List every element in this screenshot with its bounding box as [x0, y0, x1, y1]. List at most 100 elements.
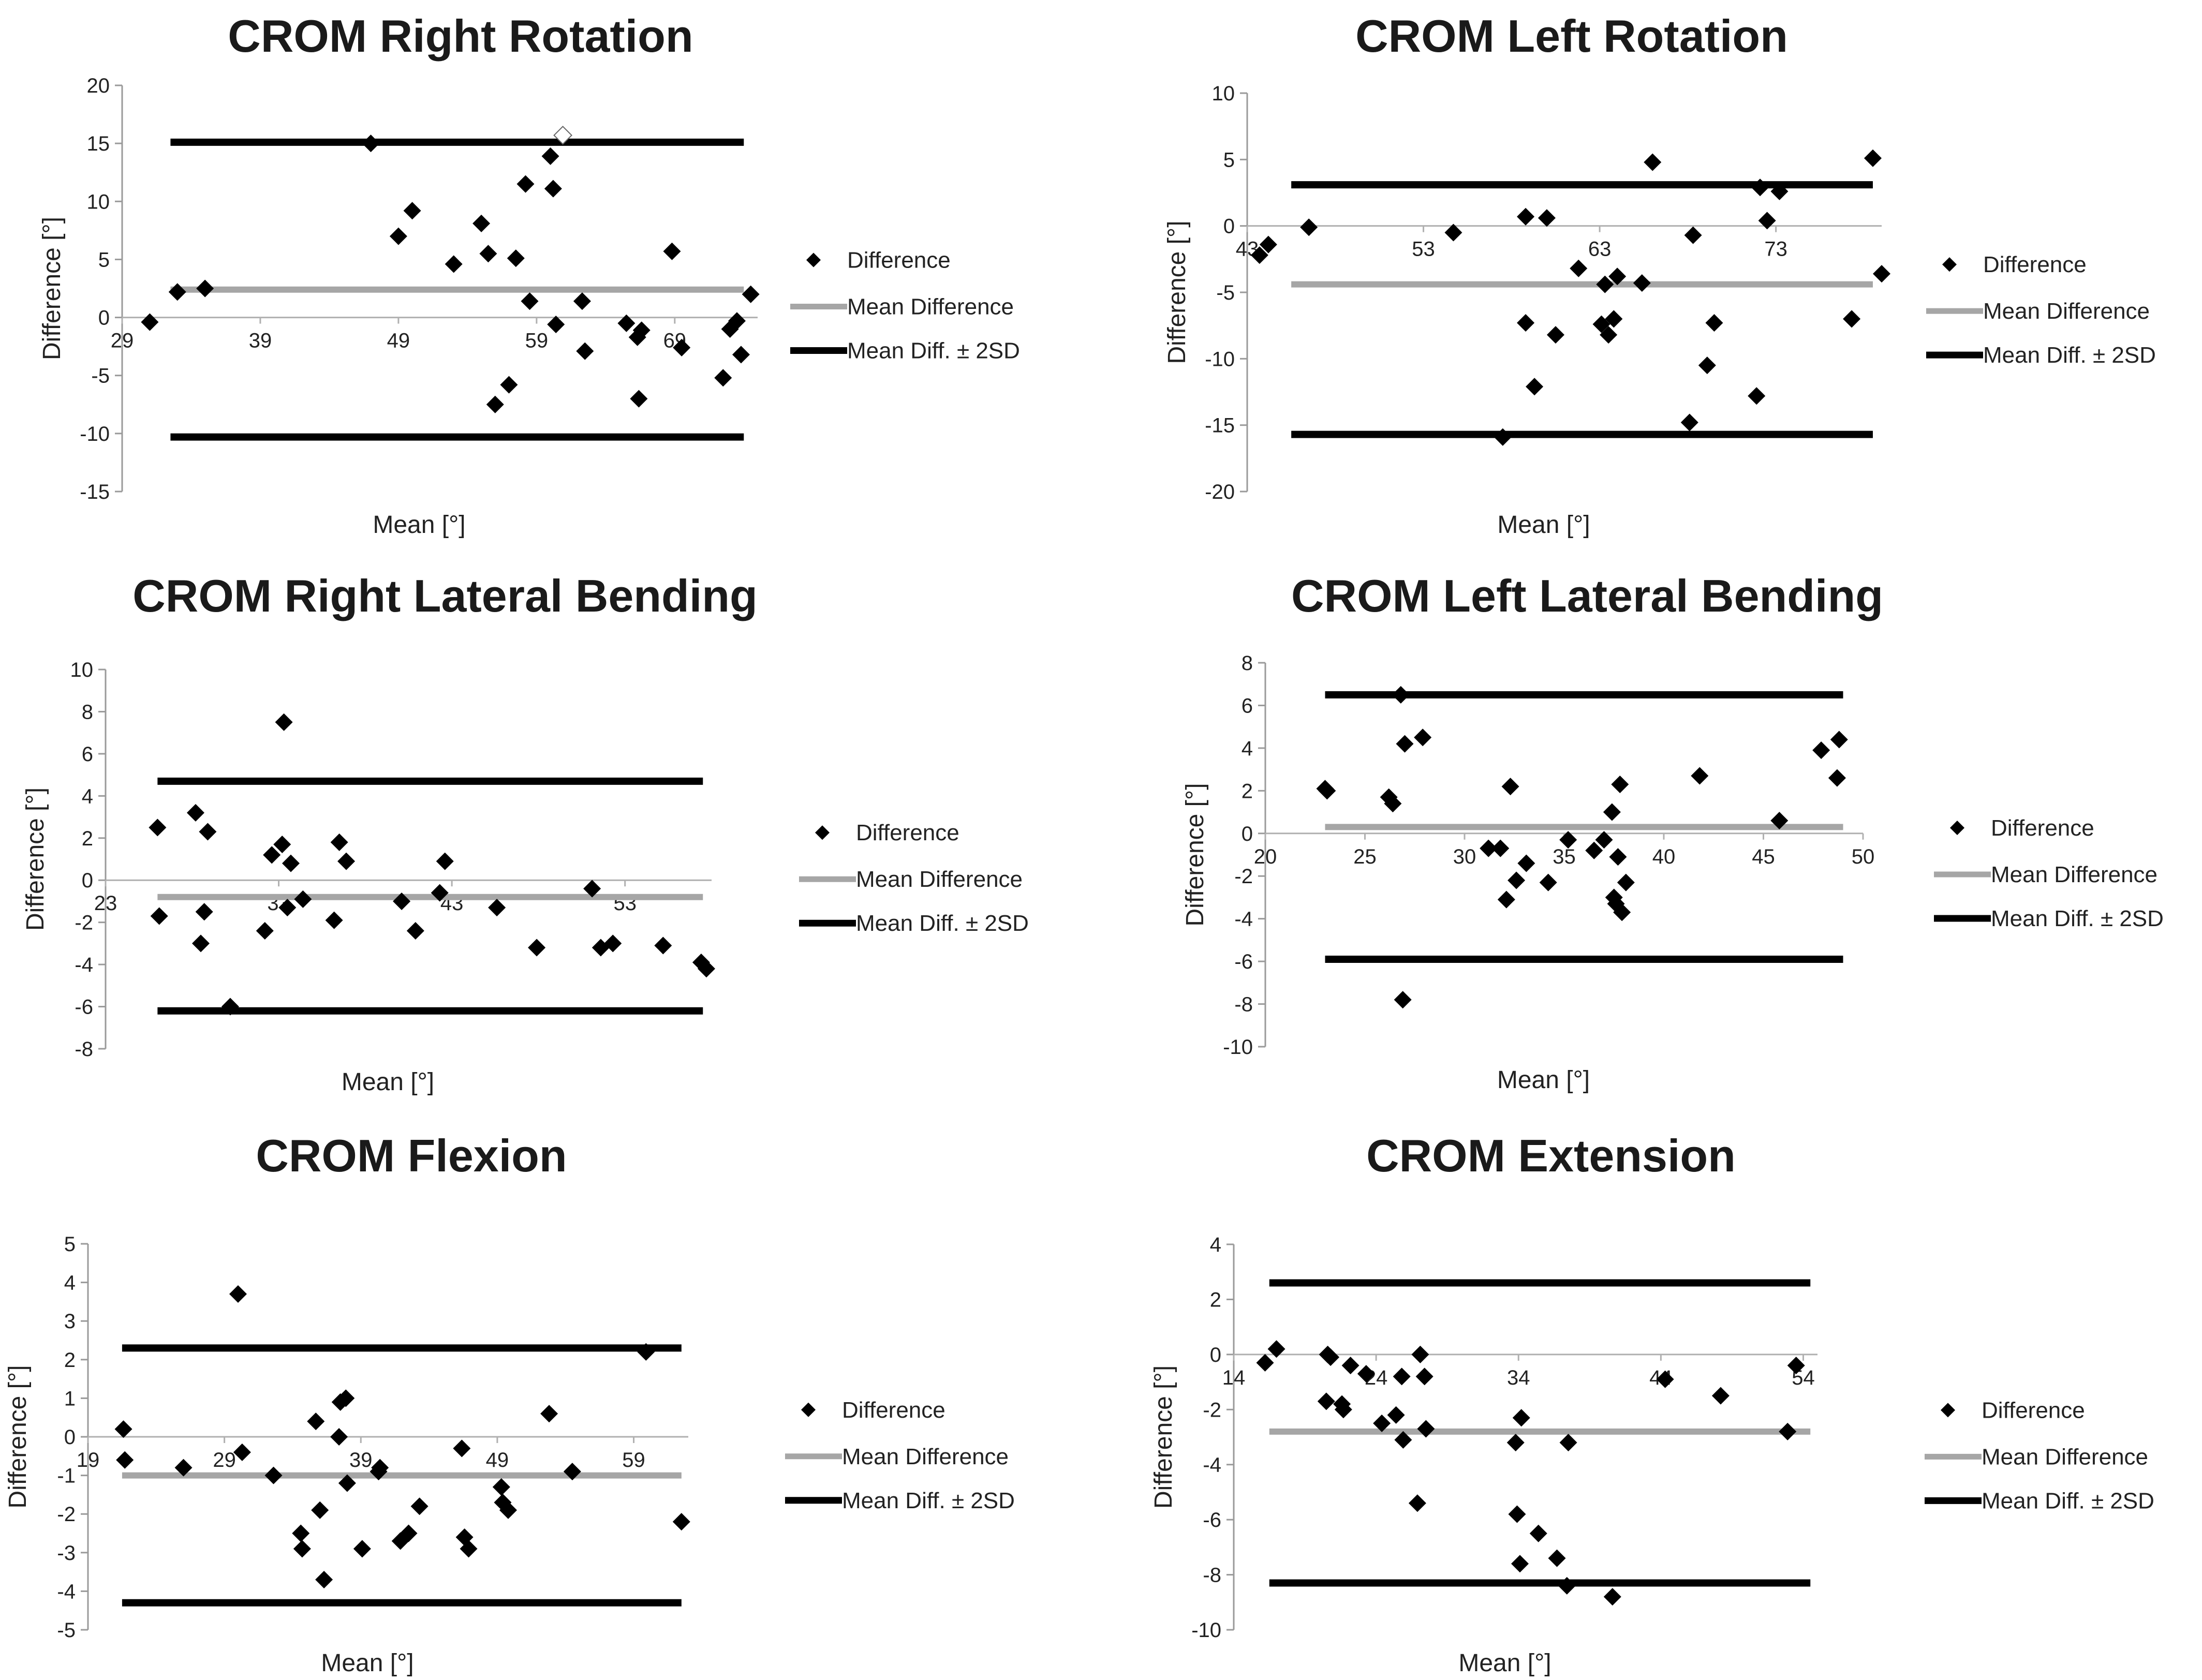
y-tick-label: -6: [1234, 950, 1253, 973]
x-axis-label: Mean [°]: [373, 511, 465, 539]
legend-label-limits: Mean Diff. ± 2SD: [847, 338, 1020, 364]
data-point-hollow: [553, 126, 573, 145]
chart-svg: CROM Extension-10-8-6-4-20241424344454Di…: [1150, 1130, 2154, 1677]
data-point: [1592, 315, 1610, 333]
data-point: [174, 1459, 193, 1477]
data-point: [1539, 873, 1557, 891]
data-point: [1779, 1422, 1797, 1440]
data-point: [1497, 890, 1515, 909]
y-tick-label: 10: [70, 659, 94, 681]
y-tick-label: -4: [1203, 1454, 1221, 1477]
data-point: [544, 180, 562, 198]
data-point: [371, 1459, 389, 1477]
data-point: [521, 292, 539, 310]
data-point: [1748, 387, 1766, 405]
data-point: [311, 1501, 329, 1519]
data-point: [307, 1413, 325, 1431]
data-point: [393, 892, 411, 910]
y-tick-label: -2: [1203, 1399, 1221, 1421]
y-tick-label: -2: [57, 1503, 76, 1526]
chart-panel-6: CROM Extension-10-8-6-4-20241424344454Di…: [1101, 1120, 2201, 1679]
y-tick-label: -4: [75, 954, 93, 976]
y-tick-label: -5: [57, 1619, 76, 1642]
y-tick-label: 2: [1242, 780, 1253, 802]
chart-svg: CROM Right Lateral Bending -8 -6 -4 -2 0 2 4 6 8 1…: [22, 570, 1029, 1096]
data-point: [1394, 991, 1412, 1009]
y-axis-label: Difference [°]: [1150, 1365, 1177, 1509]
data-point: [315, 1571, 333, 1589]
legend-label-difference: Difference: [1983, 252, 2087, 277]
data-point: [541, 147, 559, 165]
chart-title: CROM Right Rotation: [228, 10, 693, 62]
data-point: [732, 346, 750, 364]
legend-marker-difference: [815, 825, 830, 840]
data-point: [1843, 310, 1861, 328]
data-point: [472, 214, 491, 232]
x-tick-label: 30: [1453, 845, 1476, 868]
y-tick-label: 2: [82, 827, 93, 850]
y-tick-label: 0: [1210, 1344, 1221, 1366]
data-point: [1387, 1406, 1405, 1424]
data-point: [114, 1420, 132, 1438]
data-point: [391, 1532, 409, 1550]
data-point: [431, 884, 449, 902]
data-point: [1656, 1370, 1674, 1388]
x-axis-label: Mean [°]: [321, 1649, 413, 1677]
data-point: [1300, 218, 1318, 236]
data-point: [654, 936, 672, 955]
data-point: [273, 835, 291, 853]
legend-marker-difference: [801, 1402, 816, 1417]
data-point: [1603, 803, 1621, 821]
data-point: [282, 854, 300, 872]
y-tick-label: 0: [64, 1426, 76, 1449]
chart-panel-2: CROM Left Rotation -20 -15 -10 -5 0 5 10 43 53 63 7…: [1101, 0, 2201, 560]
x-tick-label: 34: [1507, 1366, 1530, 1389]
data-point: [1517, 207, 1535, 226]
data-point: [331, 1393, 349, 1411]
data-point: [1508, 871, 1526, 889]
data-point: [403, 202, 421, 220]
data-point: [1267, 1340, 1285, 1358]
chart-panel-1: CROM Right Rotation -15 -10 -5 0 5 10 15 20 29 39 4…: [0, 0, 1101, 560]
x-tick-label: 53: [1412, 238, 1435, 261]
x-tick-label: 50: [1852, 845, 1875, 868]
y-tick-label: -4: [57, 1580, 76, 1603]
y-tick-label: 20: [87, 75, 110, 97]
data-point: [338, 1474, 356, 1492]
data-point: [1517, 854, 1535, 872]
data-point: [1512, 1409, 1530, 1427]
chart-title: CROM Right Lateral Bending: [132, 570, 758, 621]
y-tick-label: 10: [1212, 82, 1235, 105]
data-point: [263, 846, 281, 864]
y-tick-label: 0: [82, 869, 93, 892]
x-tick-label: 19: [77, 1449, 100, 1471]
data-point: [229, 1285, 247, 1303]
data-point: [1444, 224, 1462, 242]
data-point: [1494, 428, 1512, 446]
data-point: [1341, 1357, 1359, 1375]
data-point: [1408, 1494, 1426, 1512]
data-point: [1506, 1434, 1525, 1452]
data-point: [1633, 274, 1651, 292]
x-axis-label: Mean [°]: [1497, 511, 1590, 539]
y-tick-label: -20: [1205, 481, 1235, 503]
y-tick-label: -8: [1203, 1564, 1221, 1587]
y-tick-label: -6: [75, 996, 93, 1019]
data-point: [617, 314, 636, 332]
data-point: [264, 1466, 283, 1484]
x-axis-label: Mean [°]: [1458, 1649, 1551, 1677]
data-point: [1585, 841, 1603, 859]
data-point: [141, 313, 159, 331]
chart-title: CROM Left Rotation: [1355, 10, 1788, 62]
data-point: [1511, 1555, 1529, 1573]
legend-marker-difference: [1950, 821, 1964, 836]
y-tick-label: 6: [1242, 694, 1253, 717]
y-tick-label: 2: [64, 1349, 76, 1372]
x-tick-label: 73: [1764, 238, 1787, 261]
data-point: [168, 283, 186, 301]
data-point: [1546, 326, 1564, 344]
legend-label-mean: Mean Difference: [1982, 1444, 2148, 1469]
data-point: [1538, 209, 1556, 227]
